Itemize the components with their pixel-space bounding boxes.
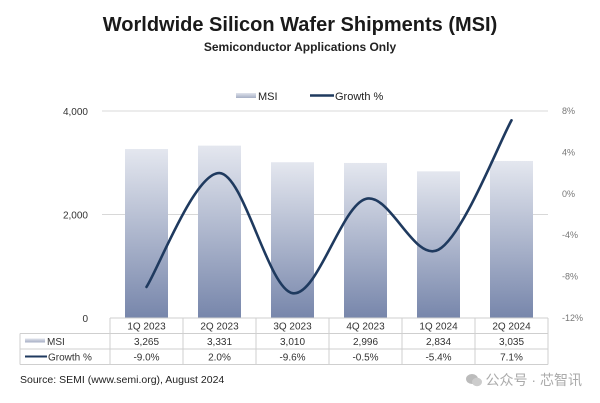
category-label: 4Q 2023 — [346, 322, 385, 333]
right-tick-label: -12% — [562, 313, 583, 323]
legend-label-growth: Growth % — [335, 91, 384, 103]
left-tick-label: 0 — [82, 314, 88, 325]
right-axis: 8% 4% 0% -4% -8% -12% — [562, 106, 583, 323]
source-note: Source: SEMI (www.semi.org), August 2024 — [20, 374, 225, 386]
right-tick-label: 0% — [562, 189, 575, 199]
table-swatch-msi — [25, 338, 45, 343]
chart-title: Worldwide Silicon Wafer Shipments (MSI) — [102, 14, 498, 36]
gridlines — [102, 110, 548, 215]
table-cell-msi: 3,010 — [280, 337, 305, 348]
growth-line — [145, 119, 513, 295]
category-label: 1Q 2023 — [127, 322, 166, 333]
table-cell-msi: 3,331 — [207, 337, 232, 348]
table-cell-growth: 2.0% — [208, 353, 231, 364]
right-tick-label: 8% — [562, 106, 575, 116]
left-axis: 0 2,000 4,000 — [63, 107, 88, 325]
chart-subtitle: Semiconductor Applications Only — [203, 40, 397, 54]
left-tick-label: 4,000 — [63, 107, 88, 118]
legend-swatch-msi — [236, 93, 256, 98]
legend: MSI Growth % — [236, 91, 384, 103]
category-label: 2Q 2024 — [492, 322, 531, 333]
category-label: 2Q 2023 — [200, 322, 239, 333]
bar — [417, 171, 460, 318]
category-label: 3Q 2023 — [273, 322, 312, 333]
bar — [344, 162, 387, 318]
right-tick-label: -4% — [562, 230, 578, 240]
table-row-label-msi: MSI — [47, 337, 65, 348]
table-cell-msi: 2,834 — [426, 337, 451, 348]
table-row-label-growth: Growth % — [48, 353, 92, 364]
line-series — [145, 119, 513, 295]
watermark: 公众号 · 芯智讯 — [465, 370, 582, 390]
table-cell-msi: 2,996 — [353, 337, 378, 348]
table-cell-growth: -9.0% — [133, 353, 159, 364]
bar-series — [125, 145, 533, 318]
category-label: 1Q 2024 — [419, 322, 458, 333]
data-table: 1Q 2023 2Q 2023 3Q 2023 4Q 2023 1Q 2024 2Q 20… — [19, 317, 549, 365]
table-cell-growth: -9.6% — [279, 353, 305, 364]
bar — [490, 160, 533, 318]
table-cell-growth: -0.5% — [352, 353, 378, 364]
table-cell-growth: -5.4% — [425, 353, 451, 364]
bar — [125, 149, 168, 318]
legend-label-msi: MSI — [258, 91, 278, 103]
bar — [271, 162, 314, 318]
watermark-text: 公众号 · 芯智讯 — [485, 372, 582, 388]
right-tick-label: 4% — [562, 147, 575, 157]
table-cell-msi: 3,265 — [134, 337, 159, 348]
wechat-icon — [465, 374, 482, 387]
right-tick-label: -8% — [562, 272, 578, 282]
left-tick-label: 2,000 — [63, 211, 88, 222]
table-cell-msi: 3,035 — [499, 337, 524, 348]
table-cell-growth: 7.1% — [500, 353, 523, 364]
bar — [198, 145, 241, 318]
